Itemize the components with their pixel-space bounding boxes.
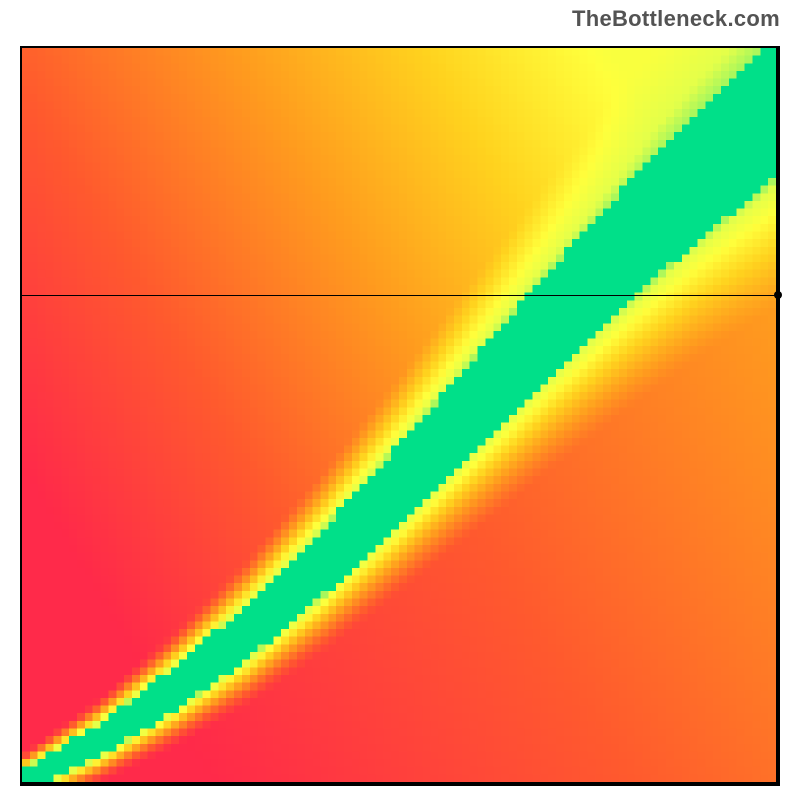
attribution-text: TheBottleneck.com bbox=[572, 6, 780, 32]
heatmap-canvas bbox=[22, 48, 776, 782]
page-root: TheBottleneck.com bbox=[0, 0, 800, 800]
heatmap-plot bbox=[20, 46, 780, 786]
